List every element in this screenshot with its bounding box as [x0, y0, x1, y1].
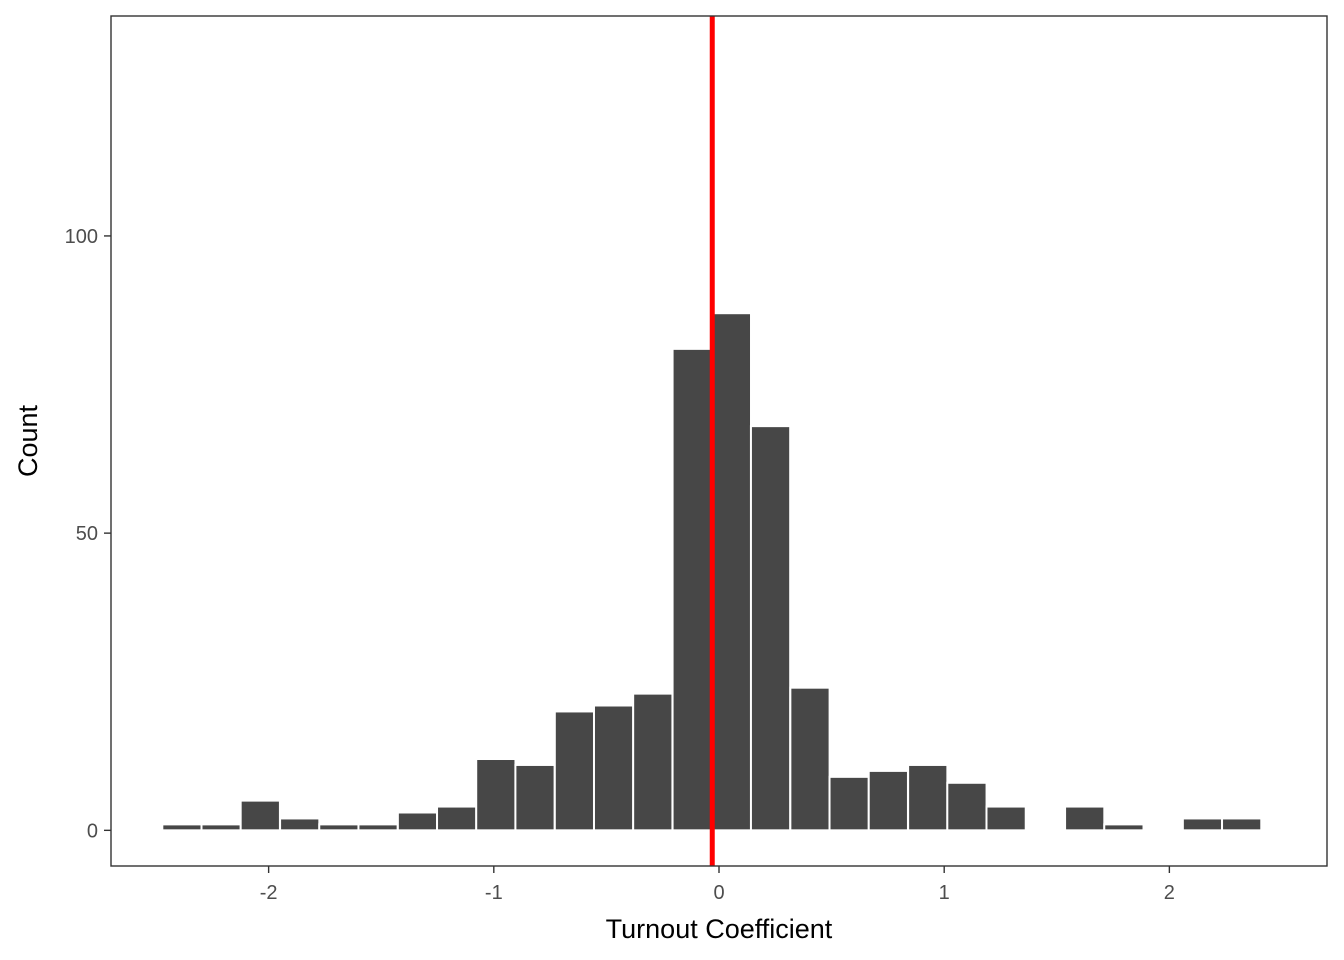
histogram-bar: [1221, 817, 1263, 832]
histogram-bar: [867, 769, 909, 832]
histogram-bar: [789, 686, 831, 832]
histogram-bar: [632, 692, 674, 832]
histogram-bar: [592, 704, 635, 832]
x-tick-label: 1: [939, 882, 950, 904]
y-tick-label: 0: [87, 820, 98, 842]
x-tick-label: -1: [485, 882, 503, 904]
y-axis: 0 50 100: [65, 226, 111, 842]
y-tick-label: 50: [76, 523, 98, 545]
bars-group: [161, 312, 1263, 832]
histogram-bar: [907, 763, 949, 832]
histogram-bar: [710, 312, 753, 832]
histogram-bar: [749, 425, 792, 832]
x-tick-label: 2: [1164, 882, 1175, 904]
histogram-bar: [1103, 823, 1145, 832]
histogram-bar: [200, 823, 242, 832]
histogram-bar: [514, 763, 556, 832]
histogram-bar: [946, 781, 988, 832]
histogram-bar: [553, 710, 596, 832]
histogram-bar: [1181, 817, 1224, 832]
histogram-bar: [279, 817, 321, 832]
x-axis: -2 -1 0 1 2: [260, 866, 1175, 904]
histogram-bar: [357, 823, 399, 832]
histogram-bar: [318, 823, 360, 832]
x-tick-label: 0: [713, 882, 724, 904]
histogram-bar: [828, 775, 870, 832]
histogram-bar: [161, 823, 203, 832]
histogram-bar: [985, 805, 1027, 832]
histogram-bar: [1064, 805, 1106, 832]
histogram-bar: [475, 758, 517, 832]
x-axis-title: Turnout Coefficient: [606, 914, 833, 944]
histogram-bar: [671, 347, 713, 832]
histogram-bar: [396, 811, 439, 832]
histogram-bar: [436, 805, 478, 832]
y-axis-title: Count: [13, 404, 43, 477]
x-tick-label: -2: [260, 882, 278, 904]
histogram-bar: [239, 799, 281, 832]
y-tick-label: 100: [65, 226, 98, 248]
